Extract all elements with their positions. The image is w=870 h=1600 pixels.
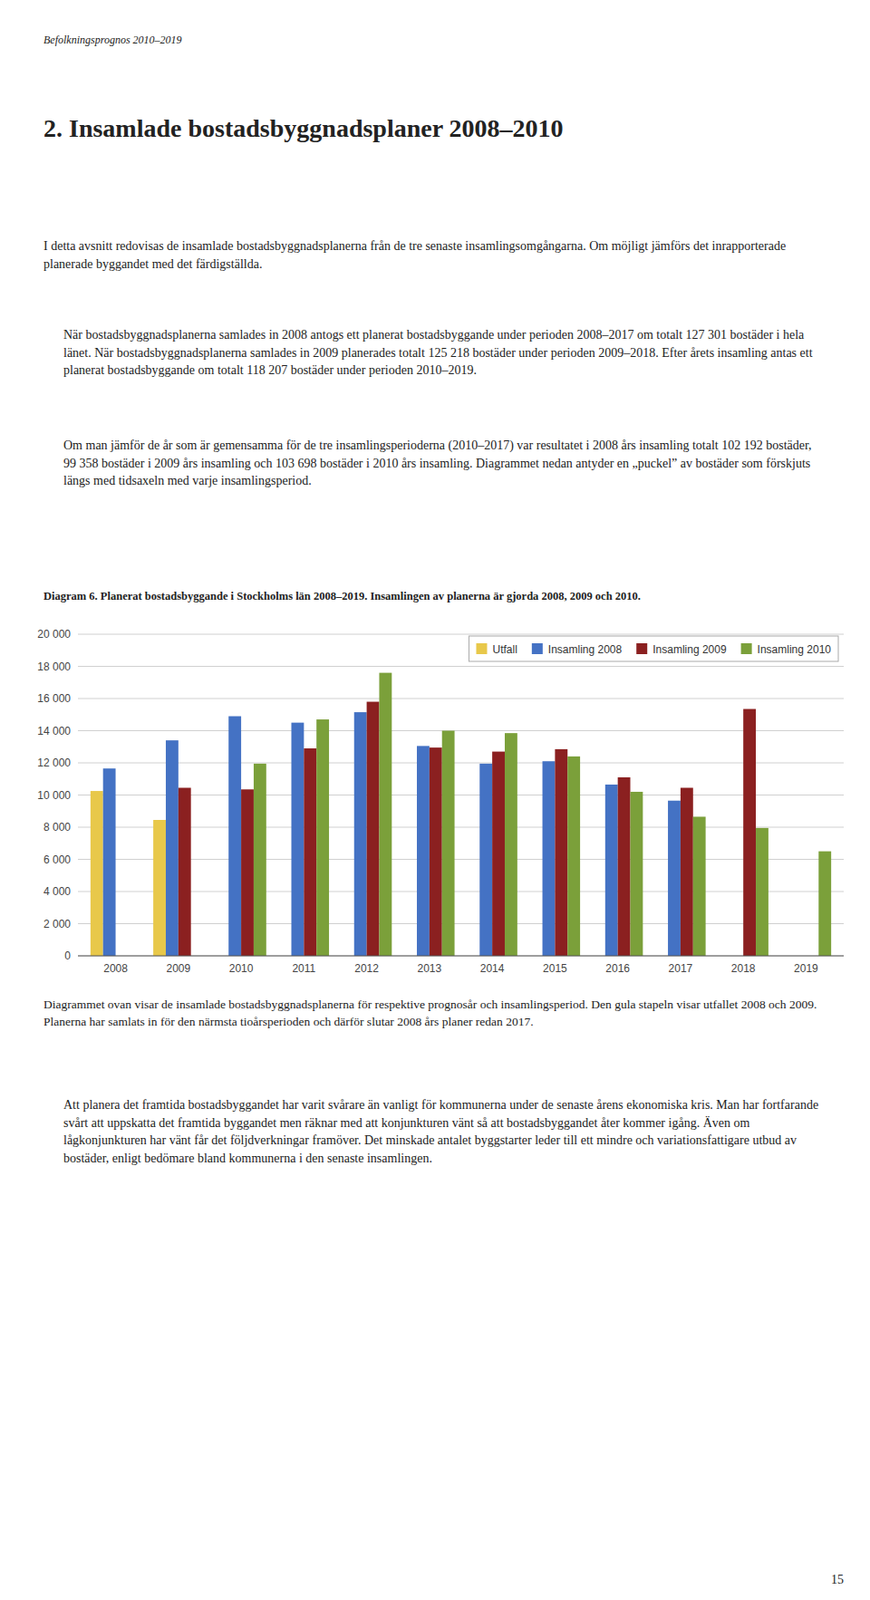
x-tick-label: 2015	[542, 962, 568, 976]
grid-line	[77, 698, 844, 700]
body-text-0: I detta avsnitt redovisas de insamlade b…	[43, 237, 827, 273]
x-axis-line	[77, 956, 844, 957]
grid-line	[77, 666, 844, 667]
bar	[542, 761, 556, 957]
grid-line	[77, 827, 844, 829]
grid-line	[77, 956, 844, 957]
y-tick-label: 6 000	[43, 853, 71, 867]
bar	[442, 731, 455, 957]
bar	[504, 733, 518, 957]
bar	[178, 788, 192, 957]
bar	[605, 784, 619, 957]
legend-frame	[468, 636, 839, 662]
footer-text-2: Att planera det framtida bostadsbyggande…	[63, 1096, 827, 1168]
grid-line	[77, 794, 844, 796]
bars	[90, 673, 832, 957]
legend-swatch	[531, 643, 543, 655]
x-tick-label: 2019	[793, 962, 819, 976]
bar	[743, 709, 756, 957]
diagram-caption: Diagram 6. Planerat bostadsbyggande i St…	[43, 589, 827, 604]
x-tick-label: 2016	[605, 962, 630, 976]
grid-line	[77, 891, 844, 893]
bar	[378, 673, 392, 957]
x-tick-label: 2011	[291, 962, 316, 976]
x-tick-label: 2008	[103, 962, 128, 976]
footer-text-1: Diagrammet ovan visar de insamlade bosta…	[43, 996, 827, 1032]
y-tick-label: 18 000	[37, 660, 71, 674]
bar	[228, 716, 242, 957]
page-header: Befolkningsprognos 2010–2019	[43, 33, 827, 48]
bar	[367, 702, 380, 957]
legend-label: Insamling 2008	[548, 643, 623, 657]
grid-line	[77, 923, 844, 925]
bar	[303, 748, 317, 957]
bar	[554, 749, 568, 957]
section-title: 2. Insamlade bostadsbyggnadsplaner 2008–…	[43, 114, 827, 144]
y-tick-label: 20 000	[37, 628, 71, 641]
grid-line	[77, 859, 844, 861]
bar	[429, 747, 443, 957]
x-tick-label: 2014	[480, 962, 505, 976]
legend: Utfall Insamling 2008 Insamling 2009 Insaml…	[468, 636, 839, 662]
bar	[165, 740, 179, 957]
bar	[253, 763, 267, 957]
y-tick-label: 2 000	[43, 918, 71, 931]
bar	[680, 788, 694, 957]
y-tick-label: 12 000	[37, 756, 71, 770]
body-text-2: Om man jämför de år som är gemensamma fö…	[63, 436, 827, 491]
grid-line	[77, 730, 844, 732]
x-tick-label: 2013	[417, 962, 443, 976]
x-tick-label: 2009	[165, 962, 191, 976]
chart: 0 2 000 4 000 6 000 8 000 10 000 12 000 14 000 1…	[0, 625, 870, 988]
grid-line	[77, 763, 844, 764]
legend-label: Insamling 2009	[652, 643, 727, 657]
legend-swatch	[741, 643, 753, 655]
bar	[316, 719, 329, 957]
bar	[416, 745, 430, 957]
bar	[241, 789, 254, 957]
bar	[479, 763, 493, 957]
legend-swatch	[636, 643, 648, 655]
y-tick-label: 0	[64, 949, 71, 963]
page-number: 15	[725, 1573, 844, 1588]
bar	[290, 723, 304, 957]
y-tick-label: 14 000	[37, 725, 71, 738]
x-tick-label: 2010	[229, 962, 254, 976]
x-tick-label: 2018	[731, 962, 756, 976]
y-tick-label: 10 000	[37, 789, 71, 803]
y-tick-label: 4 000	[43, 885, 71, 899]
legend-swatch	[475, 643, 487, 655]
legend-label: Utfall	[492, 643, 517, 657]
bar	[354, 712, 368, 957]
x-tick-label: 2012	[354, 962, 379, 976]
legend-label: Insamling 2010	[757, 643, 832, 657]
bar	[630, 792, 644, 957]
bar	[755, 828, 769, 957]
bar	[567, 756, 580, 957]
bar	[492, 752, 505, 957]
y-tick-label: 16 000	[37, 692, 71, 706]
x-tick-label: 2017	[668, 962, 694, 976]
bar	[153, 820, 166, 957]
bar	[818, 851, 832, 957]
y-tick-label: 8 000	[43, 821, 71, 834]
bar	[90, 791, 104, 957]
body-text-1: När bostadsbyggnadsplanerna samlades in …	[63, 326, 827, 380]
bar	[618, 777, 631, 957]
bar	[667, 801, 681, 957]
bar	[693, 816, 706, 957]
grid-line	[77, 634, 844, 636]
bar	[103, 768, 116, 957]
grid	[77, 634, 844, 957]
